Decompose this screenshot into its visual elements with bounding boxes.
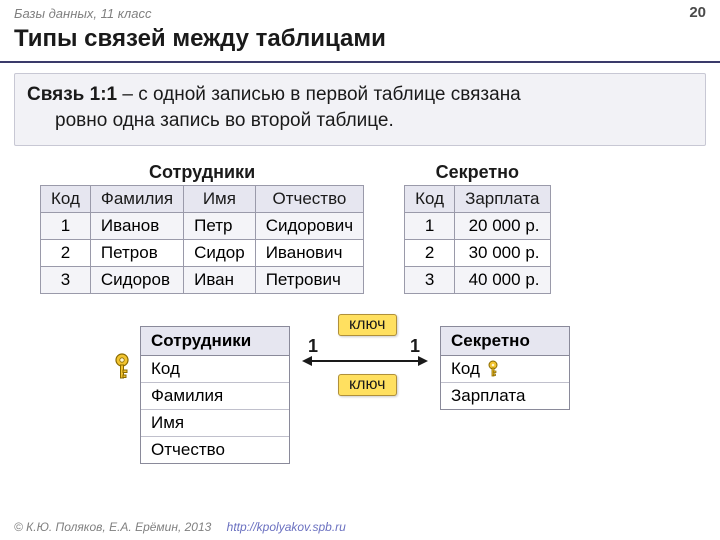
schema-title: Сотрудники bbox=[141, 327, 289, 356]
footer-url: http://kpolyakov.spb.ru bbox=[227, 520, 346, 534]
cell: 3 bbox=[41, 267, 91, 294]
definition-box: Связь 1:1 – с одной записью в первой таб… bbox=[14, 73, 706, 146]
definition-line2: ровно одна запись во второй таблице. bbox=[27, 108, 693, 134]
key-icon bbox=[486, 360, 500, 378]
slide-title: Типы связей между таблицами bbox=[0, 23, 720, 63]
cell: Иван bbox=[184, 267, 256, 294]
relation-line bbox=[302, 355, 428, 367]
cell: Сидоров bbox=[90, 267, 183, 294]
field-label: Фамилия bbox=[151, 386, 223, 406]
secret-caption: Секретно bbox=[404, 162, 550, 183]
field-label: Отчество bbox=[151, 440, 225, 460]
cell: Петрович bbox=[255, 267, 363, 294]
secret-table: Код Зарплата 1 20 000 р. 2 30 000 р. 3 4… bbox=[404, 185, 550, 294]
schema-field: Фамилия bbox=[141, 383, 289, 410]
cardinality-left: 1 bbox=[308, 336, 318, 357]
employees-table: Код Фамилия Имя Отчество 1 Иванов Петр С… bbox=[40, 185, 364, 294]
field-label: Код bbox=[451, 359, 480, 379]
cardinality-right: 1 bbox=[410, 336, 420, 357]
schema-field: Имя bbox=[141, 410, 289, 437]
cell: Петров bbox=[90, 240, 183, 267]
schema-title: Секретно bbox=[441, 327, 569, 356]
col-header: Зарплата bbox=[455, 186, 550, 213]
schema-field: Отчество bbox=[141, 437, 289, 463]
schema-area: Сотрудники Код Фамилия Имя Отчество Секр… bbox=[90, 322, 630, 502]
schema-employees: Сотрудники Код Фамилия Имя Отчество bbox=[140, 326, 290, 464]
table-row: 1 Иванов Петр Сидорович bbox=[41, 213, 364, 240]
field-label: Зарплата bbox=[451, 386, 525, 406]
course-label: Базы данных, 11 класс bbox=[0, 0, 720, 23]
col-header: Код bbox=[405, 186, 455, 213]
cell: 30 000 р. bbox=[455, 240, 550, 267]
table-row: 2 Петров Сидор Иванович bbox=[41, 240, 364, 267]
definition-dash: – bbox=[117, 84, 138, 105]
key-icon bbox=[110, 352, 134, 382]
key-badge-top: ключ bbox=[338, 314, 397, 336]
col-header: Имя bbox=[184, 186, 256, 213]
table-header-row: Код Зарплата bbox=[405, 186, 550, 213]
table-row: 3 Сидоров Иван Петрович bbox=[41, 267, 364, 294]
table-header-row: Код Фамилия Имя Отчество bbox=[41, 186, 364, 213]
schema-field: Зарплата bbox=[441, 383, 569, 409]
field-label: Имя bbox=[151, 413, 184, 433]
col-header: Код bbox=[41, 186, 91, 213]
cell: Сидор bbox=[184, 240, 256, 267]
schema-secret: Секретно Код Зарплата bbox=[440, 326, 570, 410]
footer: © К.Ю. Поляков, Е.А. Ерёмин, 2013 http:/… bbox=[14, 520, 346, 534]
cell: Сидорович bbox=[255, 213, 363, 240]
col-header: Отчество bbox=[255, 186, 363, 213]
cell: 20 000 р. bbox=[455, 213, 550, 240]
cell: 40 000 р. bbox=[455, 267, 550, 294]
table-row: 3 40 000 р. bbox=[405, 267, 550, 294]
col-header: Фамилия bbox=[90, 186, 183, 213]
cell: Иванов bbox=[90, 213, 183, 240]
field-label: Код bbox=[151, 359, 180, 379]
definition-term: Связь 1:1 bbox=[27, 84, 117, 105]
schema-field: Код bbox=[441, 356, 569, 383]
tables-row: Сотрудники Код Фамилия Имя Отчество 1 Ив… bbox=[0, 156, 720, 294]
table-row: 2 30 000 р. bbox=[405, 240, 550, 267]
secret-table-wrap: Секретно Код Зарплата 1 20 000 р. 2 30 0… bbox=[404, 162, 550, 294]
cell: 2 bbox=[41, 240, 91, 267]
copyright: © К.Ю. Поляков, Е.А. Ерёмин, 2013 bbox=[14, 520, 211, 534]
table-row: 1 20 000 р. bbox=[405, 213, 550, 240]
cell: Иванович bbox=[255, 240, 363, 267]
definition-line1: с одной записью в первой таблице связана bbox=[138, 84, 521, 105]
schema-field: Код bbox=[141, 356, 289, 383]
cell: 1 bbox=[41, 213, 91, 240]
key-badge-bottom: ключ bbox=[338, 374, 397, 396]
page-number: 20 bbox=[689, 4, 706, 21]
cell: 3 bbox=[405, 267, 455, 294]
cell: Петр bbox=[184, 213, 256, 240]
cell: 2 bbox=[405, 240, 455, 267]
cell: 1 bbox=[405, 213, 455, 240]
employees-table-wrap: Сотрудники Код Фамилия Имя Отчество 1 Ив… bbox=[40, 162, 364, 294]
employees-caption: Сотрудники bbox=[40, 162, 364, 183]
